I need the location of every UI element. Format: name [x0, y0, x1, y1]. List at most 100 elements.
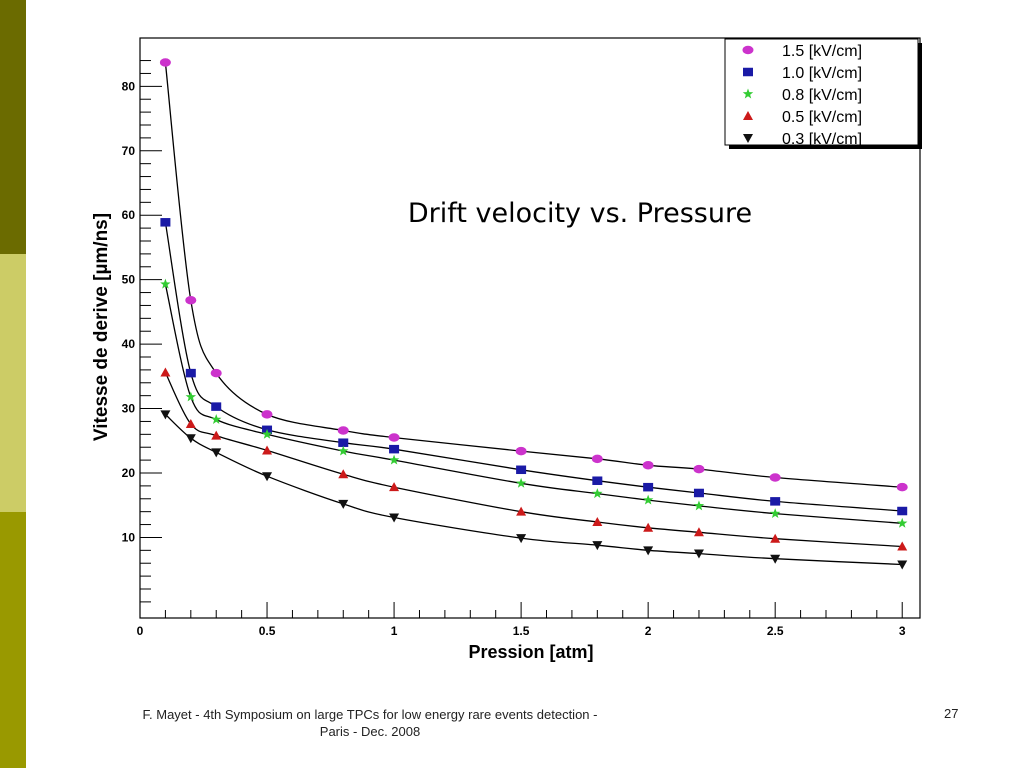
legend: 1.5 [kV/cm] 1.0 [kV/cm] 0.8 [kV/cm] 0.5 [kV…: [724, 38, 922, 149]
data-point: [388, 454, 400, 465]
data-point: [185, 296, 197, 305]
legend-marker: [743, 111, 753, 120]
x-axis-label: Pression [atm]: [468, 642, 593, 662]
data-point: [516, 465, 527, 475]
data-point: [769, 473, 781, 482]
data-point: [160, 278, 171, 289]
data-point: [515, 446, 527, 456]
y-tick-label: 30: [122, 402, 136, 416]
data-point: [337, 426, 349, 435]
legend-item: 1.0 [kV/cm]: [743, 65, 862, 82]
data-point: [261, 410, 273, 419]
data-point: [261, 428, 273, 439]
series-line: [164, 284, 903, 524]
data-point: [160, 367, 171, 377]
data-point: [516, 506, 527, 516]
x-tick-label: 0: [137, 624, 144, 638]
data-point: [185, 368, 196, 378]
data-point: [516, 534, 527, 544]
y-tick-label: 50: [122, 273, 136, 287]
series-2: [160, 218, 908, 516]
legend-box: [724, 38, 919, 146]
sidebar-band-middle: [0, 254, 26, 512]
data-point: [643, 546, 654, 556]
y-tick-label: 60: [122, 208, 136, 222]
data-point: [210, 414, 222, 424]
series-layer: [159, 58, 908, 570]
legend-label: 0.3 [kV/cm]: [782, 131, 862, 148]
slide-footer: F. Mayet - 4th Symposium on large TPCs f…: [70, 706, 670, 740]
legend-label: 1.0 [kV/cm]: [782, 65, 862, 82]
series-4: [160, 367, 908, 551]
data-point: [389, 444, 400, 454]
y-tick-label: 40: [122, 337, 136, 351]
x-tick-label: 1: [391, 624, 398, 638]
legend-label: 0.8 [kV/cm]: [782, 87, 862, 104]
sidebar-band-top: [0, 0, 26, 254]
data-point: [262, 445, 273, 455]
data-point: [896, 517, 908, 528]
data-point: [592, 476, 603, 485]
data-point: [693, 500, 705, 511]
data-point: [389, 513, 400, 523]
data-point: [693, 488, 704, 498]
chart-title: Drift velocity vs. Pressure: [408, 198, 752, 229]
series-1: [159, 58, 908, 492]
x-tick-label: 0.5: [259, 624, 276, 638]
legend-marker: [743, 134, 753, 143]
series-3: [160, 278, 908, 528]
x-tick-label: 3: [899, 624, 906, 638]
data-point: [770, 554, 781, 564]
data-point: [389, 482, 400, 492]
sidebar-band-bottom: [0, 512, 26, 768]
data-point: [211, 448, 222, 458]
data-point: [897, 506, 908, 516]
data-point: [338, 445, 349, 456]
data-point: [210, 368, 222, 378]
data-point: [693, 527, 704, 537]
y-axis: 10 20 30 40 50 60 70 80: [122, 60, 162, 603]
series-line: [164, 62, 903, 488]
legend-marker: [742, 88, 754, 99]
series-line: [164, 222, 903, 512]
data-point: [185, 419, 196, 429]
y-tick-label: 10: [122, 530, 136, 544]
data-point: [643, 522, 654, 532]
x-tick-label: 1.5: [513, 624, 530, 638]
data-point: [693, 464, 705, 474]
x-axis: 0 0.5 1 1.5 2 2.5 3: [137, 602, 906, 638]
data-point: [643, 482, 654, 492]
data-point: [693, 549, 704, 559]
data-point: [896, 482, 908, 492]
data-point: [592, 541, 603, 551]
data-point: [338, 438, 349, 447]
legend-item: 0.5 [kV/cm]: [743, 109, 862, 126]
y-axis-label: Vitesse de derive [µm/ns]: [91, 213, 112, 441]
data-point: [211, 402, 222, 411]
data-point: [338, 499, 349, 509]
footer-line-1: F. Mayet - 4th Symposium on large TPCs f…: [142, 707, 598, 722]
legend-label: 1.5 [kV/cm]: [782, 43, 862, 60]
data-point: [185, 391, 197, 402]
footer-line-2: Paris - Dec. 2008: [319, 724, 421, 739]
y-tick-label: 80: [122, 79, 136, 93]
data-point: [642, 494, 654, 505]
data-point: [770, 497, 781, 506]
data-point: [897, 560, 908, 570]
data-point: [211, 430, 222, 440]
legend-item: 0.8 [kV/cm]: [742, 87, 862, 104]
legend-item: 0.3 [kV/cm]: [743, 131, 862, 148]
data-point: [159, 58, 171, 67]
data-point: [592, 516, 603, 526]
data-point: [185, 434, 196, 444]
y-tick-label: 70: [122, 144, 136, 158]
data-point: [160, 410, 171, 420]
data-point: [592, 488, 603, 499]
data-point: [591, 454, 603, 464]
data-point: [515, 477, 527, 488]
legend-item: 1.5 [kV/cm]: [742, 43, 862, 60]
data-point: [338, 469, 349, 479]
y-tick-label: 20: [122, 466, 136, 480]
slide-number: 27: [944, 706, 959, 721]
x-tick-label: 2: [645, 624, 652, 638]
